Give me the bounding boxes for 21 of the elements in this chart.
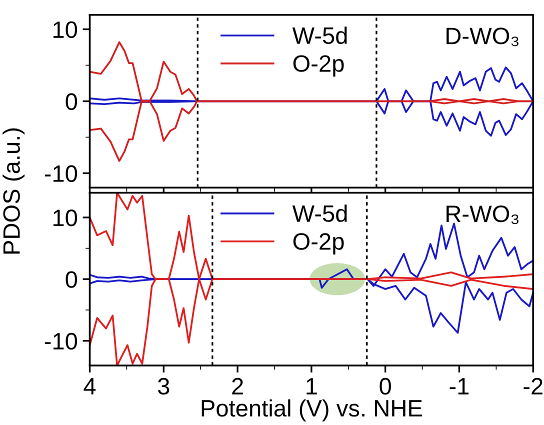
x-tick-label: -2 <box>524 378 542 394</box>
x-tick-label: 2 <box>232 378 243 394</box>
y-tick-label: 0 <box>66 93 78 110</box>
y-tick-label: 10 <box>53 210 78 226</box>
annotation: D-WO₃ <box>446 28 518 46</box>
y-tick-label: -10 <box>44 332 78 350</box>
y-axis-title: PDOS (a.u.) <box>2 128 25 254</box>
x-tick-label: 4 <box>84 378 96 394</box>
x-tick-label: 3 <box>158 378 170 395</box>
x-axis-title: Potential (V) vs. NHE <box>202 399 422 422</box>
x-tick-label: -1 <box>450 378 469 394</box>
legend-label: O-2p <box>293 233 344 255</box>
y-tick-label: -10 <box>44 165 78 182</box>
legend-label: W-5d <box>292 204 347 222</box>
x-tick-label: 0 <box>380 378 391 395</box>
legend-label: W-5d <box>292 26 347 44</box>
y-tick-label: 10 <box>53 21 78 38</box>
x-tick-label: 1 <box>306 378 317 394</box>
legend-label: O-2p <box>293 55 344 77</box>
y-tick-label: 0 <box>66 271 78 288</box>
annotation: R-WO₃ <box>446 205 518 224</box>
